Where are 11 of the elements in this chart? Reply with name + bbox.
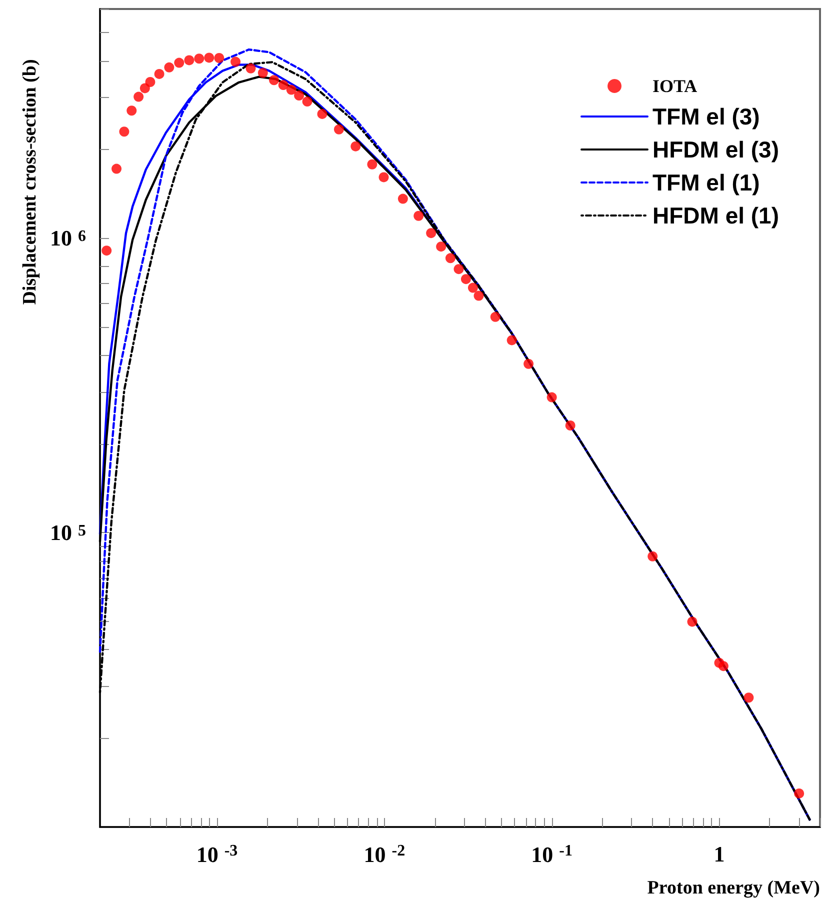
legend-label: TFM el (3)	[652, 104, 760, 130]
legend-label: IOTA	[652, 76, 698, 96]
x-tick-label: 10-1	[531, 842, 572, 867]
legend-label: TFM el (1)	[652, 170, 760, 196]
x-axis-title: Proton energy (MeV)	[647, 878, 820, 898]
x-tick-label: 10-2	[364, 842, 406, 867]
legend-label: HFDM el (1)	[652, 202, 779, 228]
legend-label: HFDM el (3)	[652, 136, 779, 162]
y-axis-title: Displacement cross-section (b)	[20, 59, 40, 305]
x-tick-label: 1	[714, 842, 725, 866]
x-tick-label: 10-3	[196, 842, 238, 867]
